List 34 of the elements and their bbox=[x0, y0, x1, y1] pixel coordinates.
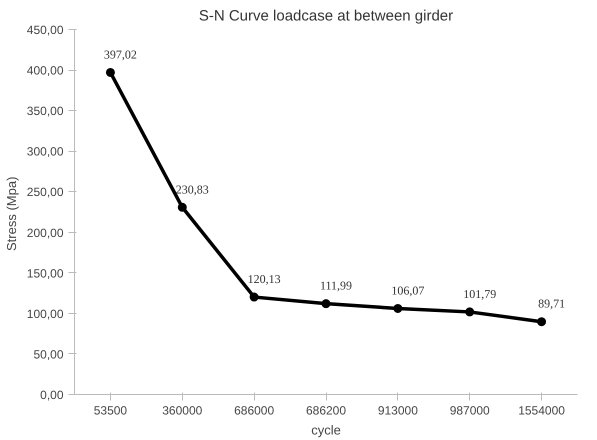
y-tick-label: 200,00 bbox=[26, 226, 64, 240]
y-tick-label: 250,00 bbox=[26, 185, 64, 200]
x-tick-label: 360000 bbox=[162, 404, 203, 418]
point bbox=[537, 317, 546, 326]
point bbox=[250, 292, 259, 302]
data-label: 120,13 bbox=[248, 272, 281, 286]
point bbox=[178, 202, 187, 212]
data-label: 397,02 bbox=[104, 47, 137, 62]
point bbox=[393, 304, 402, 313]
y-tick-label: 400,00 bbox=[26, 64, 64, 78]
data-label: 101,79 bbox=[463, 286, 496, 301]
data-label: 230,83 bbox=[176, 182, 209, 196]
chart-title: S-N Curve loadcase at between girder bbox=[198, 8, 454, 24]
x-tick-label: 686000 bbox=[234, 404, 274, 418]
x-tick-label: 987000 bbox=[450, 404, 490, 418]
x-tick-label: 53500 bbox=[94, 404, 128, 418]
x-tick-label: 1554000 bbox=[518, 404, 566, 418]
data-label: 89,71 bbox=[538, 296, 566, 311]
y-tick-label: 300,00 bbox=[26, 144, 64, 159]
data-label: 111,99 bbox=[320, 278, 352, 293]
point bbox=[322, 299, 330, 308]
point bbox=[106, 68, 115, 77]
y-tick-label: 50,00 bbox=[33, 347, 64, 362]
y-tick-label: 150,00 bbox=[26, 266, 64, 280]
point bbox=[465, 307, 474, 316]
x-tick-label: 913000 bbox=[378, 404, 418, 418]
x-axis-title: cycle bbox=[311, 422, 341, 438]
data-label: 106,07 bbox=[391, 283, 424, 298]
y-tick-label: 450,00 bbox=[26, 23, 64, 37]
y-tick-label: 100,00 bbox=[26, 306, 64, 321]
x-tick-label: 686200 bbox=[306, 404, 346, 418]
y-tick-label: 350,00 bbox=[26, 104, 64, 118]
y-axis-title: Stress (Mpa) bbox=[4, 176, 19, 252]
y-tick-label: 0,00 bbox=[40, 388, 64, 402]
